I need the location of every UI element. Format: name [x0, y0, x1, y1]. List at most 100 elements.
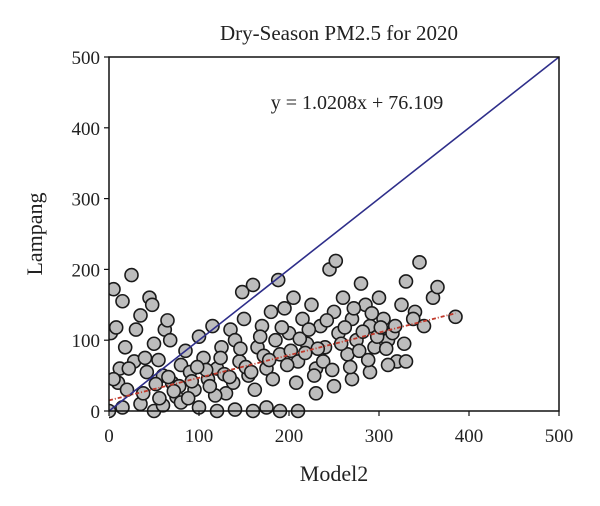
data-point: [233, 341, 248, 356]
data-point: [144, 297, 160, 313]
data-point: [189, 359, 205, 375]
data-point: [277, 301, 292, 316]
data-point: [412, 255, 427, 270]
data-point: [180, 390, 196, 406]
regression-equation: y = 1.0208x + 76.109: [271, 92, 444, 114]
data-point: [161, 369, 176, 385]
data-point: [304, 297, 319, 313]
data-point: [378, 341, 394, 356]
data-point: [109, 281, 121, 297]
y-axis-label: Lampang: [22, 192, 47, 275]
data-point: [292, 331, 308, 347]
x-tick-label: 300: [365, 426, 394, 447]
data-point: [152, 390, 167, 406]
y-tick-label: 0: [91, 402, 101, 423]
data-point: [243, 364, 259, 380]
chart-title: Dry-Season PM2.5 for 2020: [220, 21, 458, 45]
data-point: [398, 354, 414, 369]
data-point: [160, 313, 175, 328]
data-point: [166, 383, 182, 399]
data-point: [430, 279, 445, 295]
data-point: [117, 339, 133, 355]
data-point: [151, 352, 166, 368]
data-point: [448, 309, 463, 325]
data-point: [191, 329, 207, 344]
y-tick-label: 300: [72, 190, 101, 211]
data-point: [252, 329, 268, 344]
data-point: [324, 362, 340, 378]
data-point: [308, 385, 324, 401]
data-point: [234, 284, 250, 300]
data-point: [394, 297, 409, 313]
data-point: [265, 371, 281, 387]
data-point: [137, 350, 153, 366]
data-point: [139, 364, 155, 380]
data-point: [396, 336, 412, 352]
data-point: [315, 354, 331, 369]
data-point: [371, 290, 387, 306]
data-point: [306, 368, 322, 383]
data-point: [279, 357, 295, 373]
data-point: [119, 382, 135, 398]
data-point: [362, 364, 378, 380]
data-point: [268, 332, 283, 348]
y-tick-label: 400: [72, 119, 101, 140]
data-point: [380, 357, 396, 373]
data-point: [146, 336, 162, 352]
x-tick-label: 0: [104, 426, 114, 447]
data-point: [328, 253, 344, 269]
data-point: [326, 378, 342, 394]
plot-frame: [108, 56, 560, 412]
data-point: [115, 400, 130, 415]
data-point: [337, 320, 353, 335]
data-point: [162, 332, 178, 348]
data-point: [295, 311, 310, 327]
x-axis-label: Model2: [300, 461, 368, 486]
data-point: [259, 400, 274, 415]
x-tick-label: 100: [185, 426, 214, 447]
y-tick-label: 500: [72, 48, 101, 69]
y-tick-label: 200: [72, 260, 101, 281]
data-point: [364, 305, 380, 321]
data-point: [213, 350, 228, 366]
data-point: [373, 320, 389, 335]
trend-line: [108, 312, 456, 402]
data-point: [353, 276, 369, 291]
data-point: [342, 359, 358, 375]
data-point: [274, 320, 290, 335]
data-point: [301, 322, 317, 337]
data-point: [202, 378, 218, 394]
one-to-one-line: [108, 56, 560, 412]
data-point: [236, 311, 252, 327]
data-point: [360, 352, 376, 368]
x-tick-label: 500: [545, 426, 574, 447]
x-tick-label: 400: [455, 426, 484, 447]
data-point: [115, 293, 130, 309]
data-point: [245, 277, 261, 293]
data-point: [205, 318, 220, 334]
data-point: [398, 274, 414, 289]
data-point: [124, 267, 139, 283]
data-point: [387, 318, 403, 334]
data-point: [346, 301, 362, 316]
data-point: [263, 304, 279, 320]
data-point: [351, 343, 367, 359]
data-point: [319, 313, 335, 328]
data-point: [222, 369, 237, 385]
data-point: [109, 320, 124, 335]
data-point: [270, 272, 286, 288]
data-point: [184, 373, 200, 389]
data-point: [128, 322, 144, 337]
data-point: [109, 371, 121, 387]
data-point: [227, 402, 243, 417]
data-point: [333, 336, 349, 352]
x-tick-label: 200: [275, 426, 304, 447]
plot-area: 0 100 200 300 400 500 0 100 200 300 400 500: [72, 48, 574, 447]
data-point: [297, 345, 313, 361]
y-tick-label: 100: [72, 331, 101, 352]
data-point: [133, 308, 148, 323]
data-point: [355, 324, 371, 340]
data-point: [344, 371, 360, 387]
data-point: [335, 290, 351, 306]
